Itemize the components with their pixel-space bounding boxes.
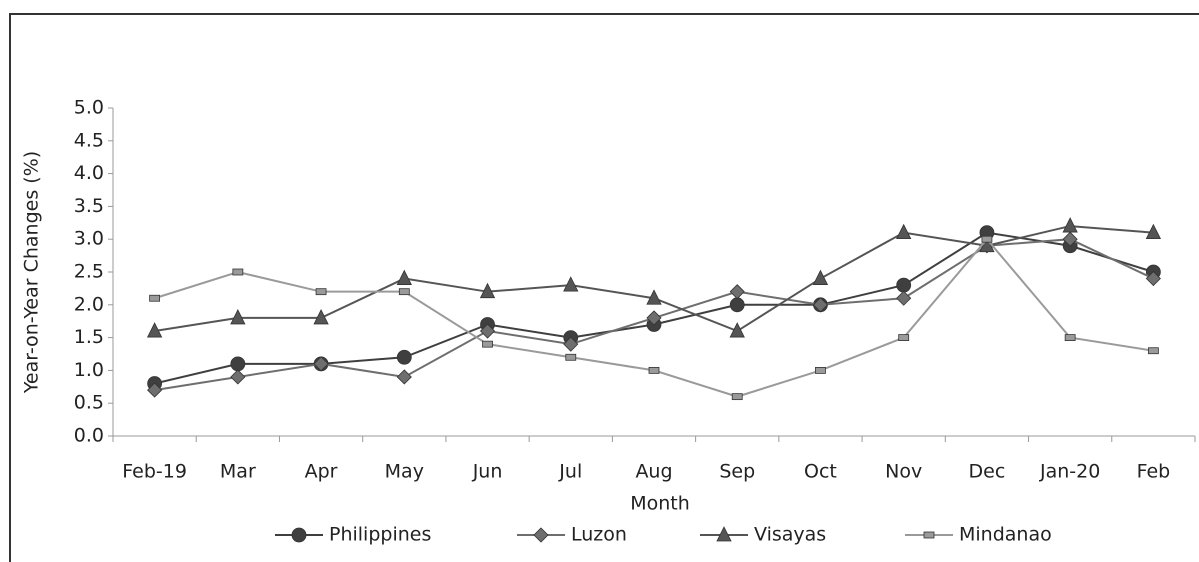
marker: [396, 369, 412, 385]
y-tick-label: 0.0: [74, 425, 104, 447]
marker: [1064, 334, 1076, 342]
marker: [149, 294, 161, 302]
marker: [896, 277, 912, 293]
x-tick-label: Jul: [558, 461, 582, 483]
marker: [313, 356, 329, 372]
marker: [896, 290, 912, 306]
legend-marker: [716, 526, 732, 542]
marker: [646, 289, 662, 305]
marker: [646, 310, 662, 326]
y-tick-label: 0.5: [74, 392, 104, 414]
marker: [396, 349, 412, 365]
marker: [482, 340, 493, 348]
y-tick-label: 2.0: [74, 293, 104, 315]
marker: [815, 366, 826, 374]
x-tick-label: Jun: [472, 461, 503, 483]
x-axis-title: Month: [630, 493, 690, 515]
x-tick-label: Sep: [719, 461, 755, 483]
marker: [648, 366, 660, 374]
x-tick-label: May: [385, 461, 424, 483]
x-tick-label: Aug: [635, 461, 672, 483]
marker: [232, 268, 244, 276]
marker: [981, 235, 993, 243]
legend-marker: [291, 527, 307, 543]
y-tick-label: 1.0: [74, 359, 104, 381]
marker: [230, 369, 246, 385]
marker: [898, 334, 910, 342]
marker: [1145, 270, 1161, 287]
marker: [230, 309, 246, 325]
marker: [1145, 223, 1162, 240]
marker: [1062, 231, 1078, 247]
marker: [729, 284, 745, 300]
marker: [315, 288, 327, 296]
marker: [565, 353, 577, 361]
x-tick-label: Apr: [305, 461, 338, 483]
marker: [146, 322, 163, 338]
y-tick-label: 1.5: [74, 326, 104, 348]
marker: [479, 323, 496, 339]
marker: [812, 297, 829, 313]
marker: [147, 382, 163, 398]
legend-label: Visayas: [754, 524, 826, 546]
legend-marker: [923, 531, 935, 539]
marker: [812, 269, 829, 285]
marker: [729, 322, 745, 338]
y-tick-label: 5.0: [74, 97, 104, 119]
x-tick-label: Dec: [969, 461, 1006, 483]
marker: [396, 269, 412, 285]
marker: [479, 282, 496, 299]
legend-label: Philippines: [329, 524, 431, 546]
marker: [731, 393, 743, 401]
x-tick-label: Jan-20: [1039, 461, 1100, 483]
x-tick-label: Mar: [220, 461, 256, 483]
marker: [398, 288, 410, 296]
marker: [1062, 217, 1078, 233]
y-axis-title: Year-on-Year Changes (%): [21, 151, 43, 394]
y-tick-label: 3.0: [74, 228, 104, 250]
x-tick-label: Oct: [804, 461, 837, 483]
marker: [313, 309, 329, 325]
marker: [729, 297, 745, 313]
legend-label: Mindanao: [959, 524, 1052, 546]
y-tick-label: 2.5: [74, 261, 104, 283]
x-tick-label: Nov: [885, 461, 922, 483]
y-tick-label: 4.0: [74, 162, 104, 184]
legend-marker: [533, 527, 549, 543]
marker: [230, 356, 246, 372]
frame: [9, 13, 1199, 562]
x-tick-label: Feb-19: [122, 461, 187, 483]
marker: [563, 276, 579, 292]
x-tick-label: Feb: [1137, 461, 1171, 483]
marker: [896, 223, 912, 240]
marker: [1147, 347, 1159, 355]
legend-label: Luzon: [571, 524, 627, 546]
marker: [563, 336, 579, 352]
y-tick-label: 4.5: [74, 129, 104, 151]
y-tick-label: 3.5: [74, 195, 104, 217]
